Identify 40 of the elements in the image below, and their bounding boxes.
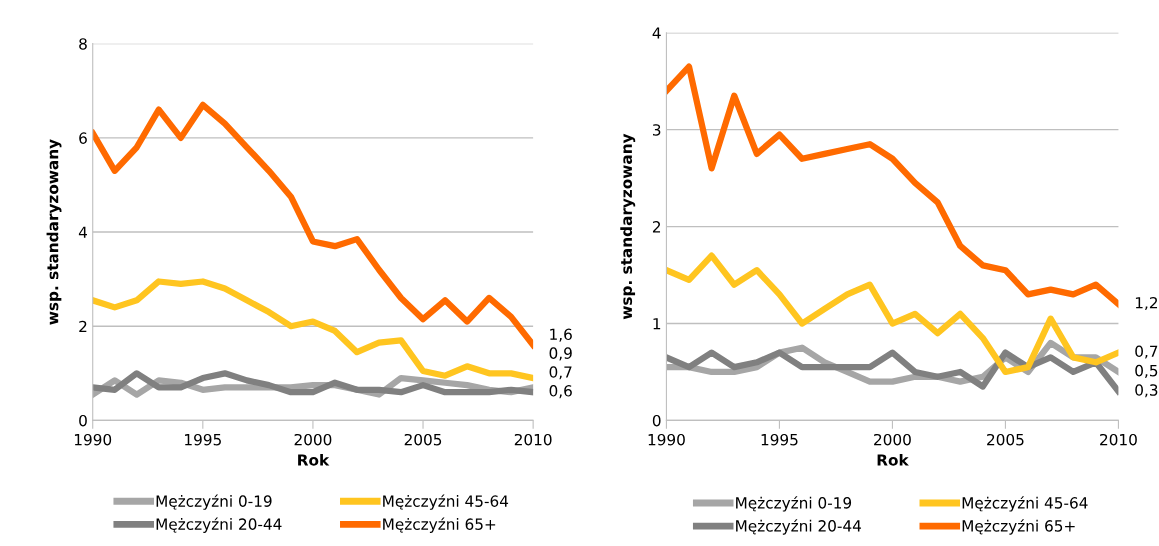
x-tick-label: 1995: [761, 433, 798, 446]
data-label: 0,7: [1135, 345, 1158, 359]
legend-label: Mężczyźni 45-64: [962, 496, 1088, 512]
x-tick-label: 2010: [514, 433, 552, 446]
y-tick-label: 6: [79, 132, 87, 144]
legend-label: Mężczyźni 20-44: [736, 519, 862, 535]
x-tick-label: 2000: [294, 433, 332, 446]
data-label: 0,7: [549, 366, 572, 380]
data-label: 0,3: [1135, 384, 1158, 398]
x-tick-label: 2005: [987, 433, 1024, 446]
legend-label: Mężczyźni 0-19: [736, 496, 852, 512]
data-label: 0,6: [549, 385, 572, 399]
y-tick-label: 0: [79, 414, 87, 427]
data-label: 0,5: [1135, 364, 1158, 378]
y-tick-label: 8: [79, 38, 87, 50]
y-axis-title: wsp. standaryzowany: [46, 139, 62, 325]
y-tick-label: 4: [78, 226, 87, 238]
y-tick-label: 1: [653, 318, 661, 330]
y-tick-label: 2: [652, 221, 661, 233]
legend-label: Mężczyźni 0-19: [156, 494, 272, 510]
x-axis-title: Rok: [298, 453, 330, 466]
data-label: 1,2: [1135, 297, 1158, 311]
x-axis-title: Rok: [877, 453, 909, 466]
legend-label: Mężczyźni 65+: [962, 519, 1075, 535]
legend-label: Mężczyźni 45-64: [383, 494, 509, 510]
y-axis-title: wsp. standaryzowany: [620, 133, 636, 320]
x-tick-label: 2010: [1100, 433, 1137, 446]
x-tick-label: 1990: [648, 433, 685, 446]
x-tick-label: 2000: [874, 433, 911, 446]
data-label: 0,9: [549, 347, 572, 361]
x-tick-label: 1995: [185, 433, 221, 446]
legend-label: Mężczyźni 20-44: [156, 517, 282, 533]
y-tick-label: 0: [652, 414, 661, 427]
x-tick-label: 2005: [404, 433, 442, 446]
data-label: 1,6: [550, 328, 572, 342]
y-tick-label: 2: [79, 320, 87, 333]
y-tick-label: 4: [652, 27, 661, 39]
x-tick-label: 1990: [74, 433, 112, 446]
y-tick-label: 3: [653, 124, 661, 136]
legend-label: Mężczyźni 65+: [383, 517, 496, 533]
